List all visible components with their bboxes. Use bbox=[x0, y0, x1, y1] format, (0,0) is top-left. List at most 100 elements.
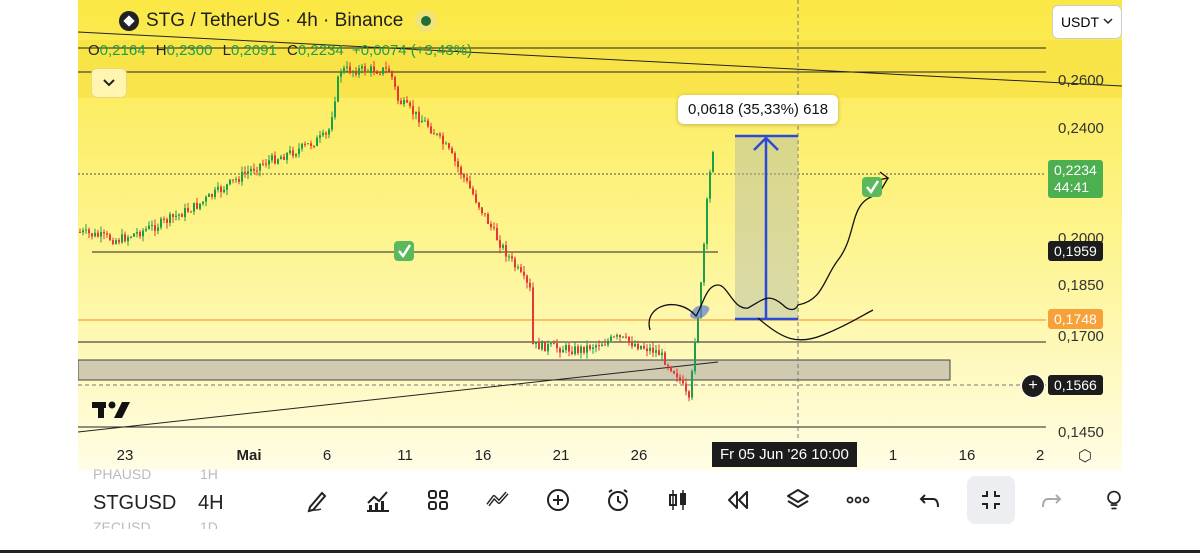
candle-body bbox=[169, 214, 171, 223]
replay-icon[interactable] bbox=[720, 482, 756, 518]
open-label: O bbox=[88, 42, 100, 59]
candle-body bbox=[289, 150, 291, 154]
candle-body bbox=[490, 223, 492, 228]
templates-icon[interactable] bbox=[480, 482, 516, 518]
price-scale[interactable] bbox=[1046, 0, 1122, 440]
indicators-icon[interactable] bbox=[360, 482, 396, 518]
candle-body bbox=[193, 202, 195, 212]
candle-body bbox=[496, 227, 498, 241]
measure-arrowhead bbox=[753, 136, 779, 151]
date-tick: 16 bbox=[474, 447, 492, 464]
idea-icon[interactable] bbox=[1103, 482, 1125, 518]
more-icon[interactable] bbox=[840, 482, 876, 518]
candle-body bbox=[121, 234, 123, 243]
date-tick: 26 bbox=[630, 447, 648, 464]
pencil-icon[interactable] bbox=[300, 482, 336, 518]
candle-body bbox=[268, 160, 270, 165]
low-value: 0,2091 bbox=[230, 42, 277, 59]
fullscreen-exit-icon[interactable] bbox=[967, 476, 1015, 524]
price-tick: 0,1850 bbox=[1058, 277, 1104, 294]
date-tick: 6 bbox=[322, 447, 332, 464]
candle-body bbox=[610, 336, 612, 341]
candle-body bbox=[199, 203, 201, 209]
candles bbox=[79, 60, 714, 402]
alert-icon[interactable] bbox=[600, 482, 636, 518]
layers-icon[interactable] bbox=[780, 482, 816, 518]
candle-body bbox=[247, 171, 249, 174]
high-value: 0,2300 bbox=[166, 42, 213, 59]
market-status-icon[interactable] bbox=[415, 10, 438, 32]
candle-body bbox=[475, 194, 477, 203]
candle-body bbox=[250, 168, 252, 172]
candle-body bbox=[700, 282, 702, 318]
layouts-icon[interactable] bbox=[420, 482, 456, 518]
candle-body bbox=[466, 177, 468, 181]
candle-body bbox=[310, 143, 312, 146]
close-label: C bbox=[287, 42, 298, 59]
candle-body bbox=[112, 240, 114, 244]
support-zone[interactable] bbox=[78, 359, 951, 381]
low-label: L bbox=[222, 42, 231, 59]
candle-body bbox=[559, 348, 561, 353]
candle-body bbox=[592, 347, 594, 350]
candle-body bbox=[370, 66, 372, 72]
candle-body bbox=[682, 379, 684, 384]
timeframe-selector[interactable]: 4H bbox=[198, 492, 224, 514]
currency-select[interactable]: USDT bbox=[1052, 5, 1122, 39]
right-margin bbox=[1122, 0, 1200, 553]
bottom-toolbar: PHAUSD 1H STGUSD 4H ZECUSD 1D bbox=[78, 466, 1125, 530]
date-cursor-label: Fr 05 Jun '26 10:00 bbox=[712, 442, 857, 467]
candle-body bbox=[316, 137, 318, 147]
candle-body bbox=[385, 67, 387, 69]
candle-body bbox=[598, 345, 600, 347]
candle-body bbox=[568, 344, 570, 352]
candle-body bbox=[178, 214, 180, 216]
measure-tooltip: 0,0618 (35,33%) 618 bbox=[678, 95, 839, 124]
candle-body bbox=[340, 72, 342, 77]
trendline-descending[interactable] bbox=[78, 31, 1122, 87]
candle-body bbox=[292, 150, 294, 156]
candle-body bbox=[205, 196, 207, 202]
candle-body bbox=[379, 73, 381, 75]
chart-frame[interactable]: STG / TetherUS · 4h · Binance O0,2164 H0… bbox=[78, 0, 1122, 530]
price-tick: 0,1450 bbox=[1058, 424, 1104, 441]
candle-body bbox=[352, 70, 354, 73]
candle-body bbox=[514, 258, 516, 268]
candle-body bbox=[709, 171, 711, 199]
candle-body bbox=[232, 179, 234, 181]
add-crosshair-button[interactable]: + bbox=[1021, 374, 1045, 398]
high-label: H bbox=[155, 42, 167, 59]
candle-body bbox=[115, 240, 117, 244]
candle-body bbox=[547, 343, 549, 352]
candle-body bbox=[706, 198, 708, 244]
candle-body bbox=[229, 179, 231, 185]
price-tick: 0,1700 bbox=[1058, 328, 1104, 345]
candle-body bbox=[397, 86, 399, 101]
candle-body bbox=[505, 245, 507, 257]
undo-icon[interactable] bbox=[912, 482, 948, 518]
currency-value: USDT bbox=[1060, 14, 1100, 30]
candle-body bbox=[577, 346, 579, 353]
chart-title[interactable]: STG / TetherUS · 4h · Binance bbox=[118, 10, 438, 32]
candle-body bbox=[337, 76, 339, 102]
collapse-legend-button[interactable] bbox=[91, 68, 127, 98]
resistance-zone-axis bbox=[1046, 40, 1122, 98]
candle-body bbox=[91, 233, 93, 237]
candle-body bbox=[517, 267, 519, 269]
price-tag-1959: 0,1959 bbox=[1048, 241, 1103, 261]
candle-body bbox=[643, 345, 645, 349]
candle-type-icon[interactable] bbox=[660, 482, 696, 518]
candle-body bbox=[595, 345, 597, 348]
price-tag-1748: 0,1748 bbox=[1048, 309, 1103, 329]
trendline-ascending[interactable] bbox=[78, 361, 719, 433]
add-icon[interactable] bbox=[540, 482, 576, 518]
candle-body bbox=[373, 66, 375, 73]
candle-body bbox=[628, 336, 630, 342]
candle-body bbox=[139, 231, 141, 237]
settings-icon[interactable]: ⬡ bbox=[1078, 448, 1092, 465]
candle-body bbox=[484, 213, 486, 215]
candle-body bbox=[109, 234, 111, 241]
price-chart[interactable] bbox=[78, 0, 1122, 470]
symbol-selector[interactable]: STGUSD bbox=[93, 492, 177, 514]
candle-body bbox=[241, 171, 243, 182]
